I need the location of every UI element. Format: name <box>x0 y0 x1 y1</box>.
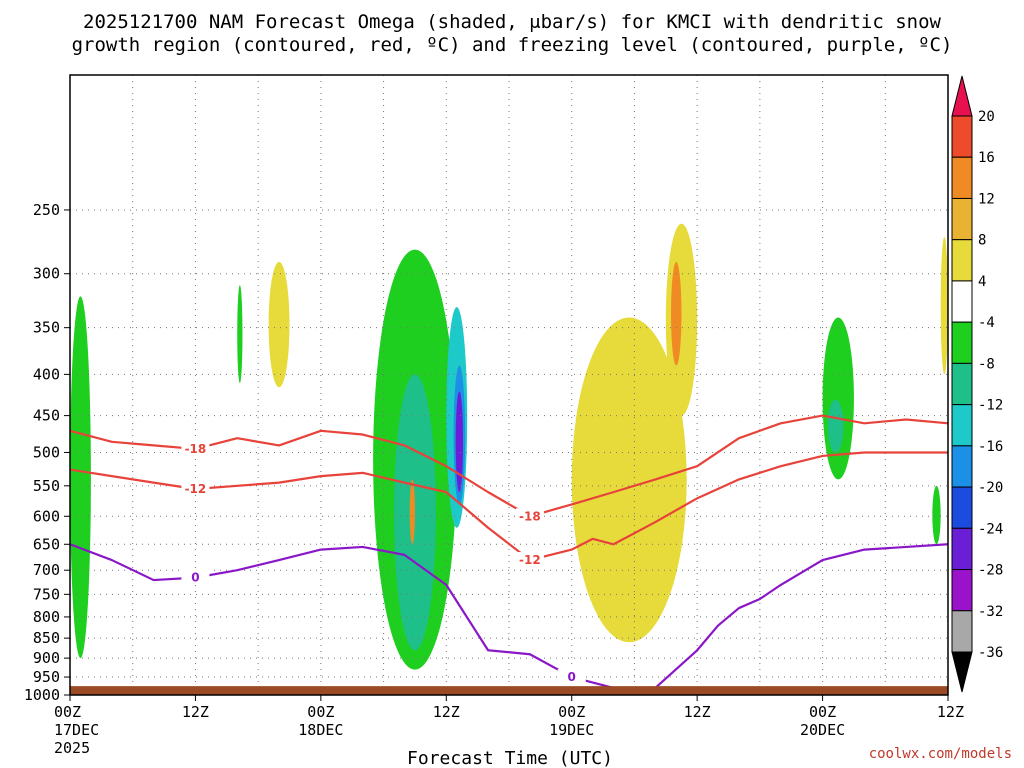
contour-label-bg-minus-18c-0 <box>181 440 210 455</box>
colorbar-label-4: 4 <box>978 274 986 290</box>
y-tick-label-300: 300 <box>33 265 60 283</box>
colorbar-label-12: 12 <box>978 191 995 207</box>
y-tick-label-750: 750 <box>33 585 60 603</box>
colorbar-segment-11 <box>951 569 973 612</box>
y-tick-label-550: 550 <box>33 477 60 495</box>
omega-shading-layer <box>70 223 948 670</box>
omega-region-green-left-edge <box>70 296 91 659</box>
chart-title-line1: 2025121700 NAM Forecast Omega (shaded, μ… <box>83 11 941 33</box>
colorbar-label--8: -8 <box>978 356 995 372</box>
plot-frame <box>69 74 949 696</box>
colorbar-label--12: -12 <box>978 398 1003 414</box>
y-tick-label-700: 700 <box>33 561 60 579</box>
omega-region-purple-core-18dec <box>455 391 464 493</box>
colorbar-segment-4 <box>951 280 973 323</box>
x-tick-label-12: 12Z <box>182 703 209 721</box>
omega-region-yellow-upper-19dec <box>665 223 698 416</box>
colorbar-label--36: -36 <box>978 645 1003 661</box>
y-tick-label-250: 250 <box>33 201 60 219</box>
surface-terrain <box>70 686 948 695</box>
contour-label-zero-c-1: 0 <box>568 670 576 684</box>
omega-region-yellow-right-edge <box>940 236 948 375</box>
y-tick-label-400: 400 <box>33 365 60 383</box>
omega-region-orange-upper-19dec <box>671 261 682 366</box>
y-tick-label-350: 350 <box>33 319 60 337</box>
contour-label-bg-zero-c-0 <box>181 569 210 584</box>
colorbar-segment-5 <box>951 321 973 364</box>
omega-region-teal-main-18dec <box>394 374 436 651</box>
colorbar-segment-8 <box>951 445 973 488</box>
x-tick-label-0: 00Z <box>54 703 81 721</box>
x-tick-year-0: 2025 <box>54 739 90 757</box>
colorbar-segment-7 <box>951 404 973 447</box>
y-tick-label-850: 850 <box>33 629 60 647</box>
y-tick-label-450: 450 <box>33 407 60 425</box>
contour-label-bg-minus-12c-1 <box>515 552 544 567</box>
contour-label-zero-c-0: 0 <box>191 571 199 585</box>
colorbar-label-20: 20 <box>978 109 995 125</box>
contour-label-bg-minus-12c-0 <box>181 480 210 495</box>
y-tick-label-800: 800 <box>33 608 60 626</box>
x-tick-date-48: 19DEC <box>549 721 594 739</box>
omega-region-teal-20dec <box>827 399 844 453</box>
x-tick-date-72: 20DEC <box>800 721 845 739</box>
chart-title-line2: growth region (contoured, red, ºC) and f… <box>72 34 953 56</box>
contour-label-minus-18c-0: -18 <box>185 442 207 456</box>
colorbar: 20 16 12 8 4 -4 -8 -12 -16 -20 -24 -28 -32 -36 <box>951 75 1003 693</box>
y-tick-label-600: 600 <box>33 507 60 525</box>
omega-region-yellow-19dec <box>571 317 687 643</box>
contour-layer: -18 -18 -12 -12 0 0 <box>69 414 949 690</box>
colorbar-segment-12 <box>951 610 973 653</box>
y-tick-label-900: 900 <box>33 649 60 667</box>
colorbar-label--20: -20 <box>978 480 1003 496</box>
contour-zero-c <box>69 543 949 690</box>
plot-background <box>70 75 948 695</box>
y-tick-label-950: 950 <box>33 668 60 686</box>
x-tick-label-36: 12Z <box>433 703 460 721</box>
y-axis-ticks: 250 300 350 400 450 500 550 600 650 700 750 800 850 9… <box>24 201 70 704</box>
contour-label-minus-12c-1: -12 <box>519 553 541 567</box>
contour-label-minus-18c-1: -18 <box>519 509 541 523</box>
x-tick-label-72: 00Z <box>809 703 836 721</box>
omega-region-orange-strip <box>409 479 415 545</box>
x-tick-label-48: 00Z <box>558 703 585 721</box>
colorbar-segment-10 <box>951 527 973 571</box>
contour-label-bg-minus-18c-1 <box>515 508 544 523</box>
colorbar-segment-0 <box>951 115 973 158</box>
colorbar-label--16: -16 <box>978 439 1003 455</box>
y-tick-label-1000: 1000 <box>24 686 60 704</box>
plot-area: -18 -18 -12 -12 0 0 250 300 350 400 450 500 550 600 6… <box>24 74 964 757</box>
contour-label-bg-zero-c-1 <box>557 669 586 684</box>
colorbar-label-8: 8 <box>978 233 986 249</box>
x-tick-label-60: 12Z <box>684 703 711 721</box>
colorbar-segment-1 <box>951 156 973 199</box>
omega-region-green-right-edge <box>932 485 941 545</box>
contour-minus-18c <box>69 414 949 518</box>
colorbar-label--28: -28 <box>978 563 1003 579</box>
colorbar-label--24: -24 <box>978 521 1003 537</box>
colorbar-label--32: -32 <box>978 604 1003 620</box>
colorbar-segment-2 <box>951 197 973 241</box>
contour-label-minus-12c-0: -12 <box>185 482 207 496</box>
credit-label: coolwx.com/models <box>869 746 1012 762</box>
colorbar-segment-9 <box>951 486 973 529</box>
y-tick-label-500: 500 <box>33 443 60 461</box>
colorbar-label-16: 16 <box>978 150 995 166</box>
colorbar-bottom-arrow <box>951 651 973 693</box>
y-tick-label-650: 650 <box>33 535 60 553</box>
colorbar-segment-6 <box>951 362 973 406</box>
x-tick-label-84: 12Z <box>937 703 964 721</box>
x-tick-label-24: 00Z <box>307 703 334 721</box>
colorbar-top-arrow <box>951 75 973 117</box>
x-tick-date-0: 17DEC <box>54 721 99 739</box>
colorbar-segment-3 <box>951 239 973 282</box>
x-tick-date-24: 18DEC <box>298 721 343 739</box>
colorbar-label--4: -4 <box>978 315 995 331</box>
omega-region-yellow-column-12z <box>268 261 290 388</box>
omega-region-green-column-12z <box>237 285 243 384</box>
x-axis-label: Forecast Time (UTC) <box>407 748 613 768</box>
